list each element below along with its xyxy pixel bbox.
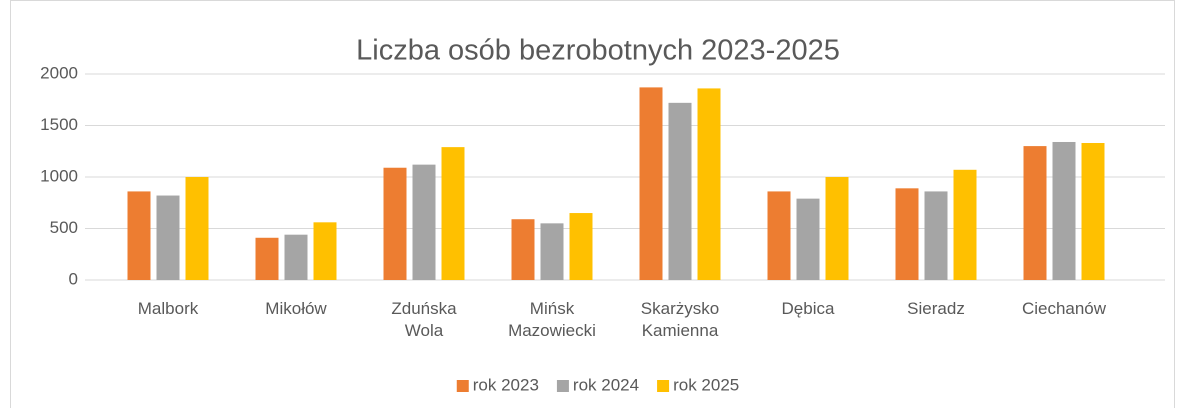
bar <box>383 167 407 280</box>
legend-label: rok 2024 <box>573 375 639 394</box>
legend-swatch <box>556 380 569 392</box>
x-tick-label: Mińsk Mazowiecki <box>508 299 596 340</box>
bar <box>441 147 465 280</box>
x-tick-label: Ciechanów <box>1021 299 1107 318</box>
y-tick-label: 1000 <box>40 166 78 185</box>
x-tick-label: Skarżysko Kamienna <box>640 299 720 340</box>
bar <box>569 213 593 280</box>
bar <box>127 191 151 280</box>
bar <box>1052 141 1076 280</box>
x-tick-label: Malbork <box>137 299 199 318</box>
bar <box>668 102 692 280</box>
bar <box>825 177 849 280</box>
bar <box>639 87 663 280</box>
bar <box>953 169 977 280</box>
bar <box>284 234 308 280</box>
bar <box>540 223 564 280</box>
chart-frame <box>10 0 1175 408</box>
bar <box>313 222 337 280</box>
y-tick-label: 500 <box>50 218 78 237</box>
bar <box>1023 146 1047 280</box>
y-tick-label: 0 <box>69 269 78 288</box>
y-tick-label: 1500 <box>40 115 78 134</box>
bar <box>185 177 209 280</box>
bar <box>796 198 820 280</box>
x-tick-label: Zduńska Wola <box>391 299 457 340</box>
bar <box>1081 143 1105 280</box>
x-tick-label: Sieradz <box>907 299 965 318</box>
bar <box>255 237 279 280</box>
y-tick-label: 2000 <box>40 63 78 82</box>
bar <box>697 88 721 280</box>
bar <box>767 191 791 280</box>
legend-label: rok 2025 <box>673 375 739 394</box>
bar <box>511 219 535 280</box>
bar <box>924 191 948 280</box>
x-tick-label: Mikołów <box>265 299 327 318</box>
bar <box>895 188 919 280</box>
bar <box>412 164 436 280</box>
bar <box>156 195 180 280</box>
x-tick-label: Dębica <box>781 299 835 318</box>
chart-title: Liczba osób bezrobotnych 2023-2025 <box>356 35 840 67</box>
legend-label: rok 2023 <box>473 375 539 394</box>
legend-swatch <box>657 380 670 392</box>
legend-swatch <box>456 380 469 392</box>
